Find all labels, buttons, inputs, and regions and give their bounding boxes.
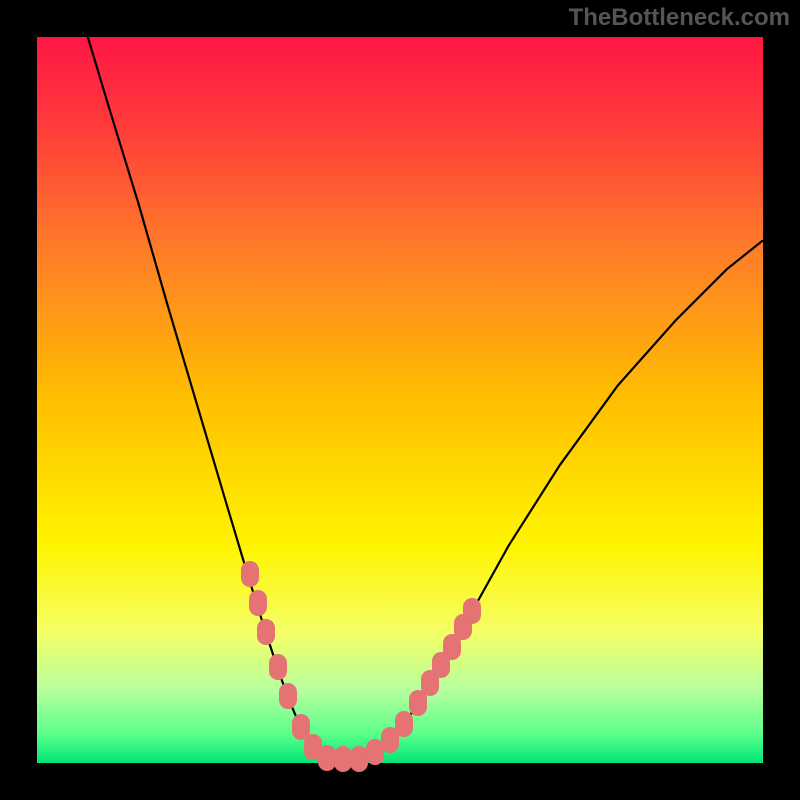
curve-marker: [241, 561, 259, 587]
curve-marker: [257, 619, 275, 645]
curve-marker: [463, 598, 481, 624]
curve-marker: [249, 590, 267, 616]
markers-layer: [37, 37, 763, 763]
plot-area: [37, 37, 763, 763]
canvas: TheBottleneck.com: [0, 0, 800, 800]
curve-marker: [269, 654, 287, 680]
curve-marker: [279, 683, 297, 709]
watermark-text: TheBottleneck.com: [569, 4, 790, 32]
curve-marker: [395, 711, 413, 737]
